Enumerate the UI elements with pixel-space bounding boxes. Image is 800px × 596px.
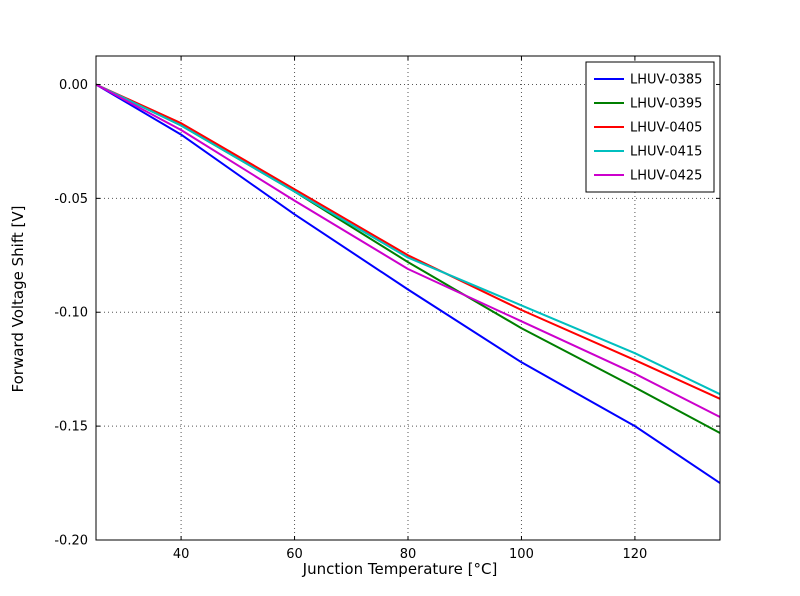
- y-tick-label: -0.15: [54, 420, 88, 435]
- y-tick-label: 0.00: [59, 78, 88, 93]
- y-axis-label: Forward Voltage Shift [V]: [9, 205, 27, 393]
- legend-label-LHUV-0415: LHUV-0415: [630, 145, 702, 160]
- x-axis-label: Junction Temperature [°C]: [302, 560, 498, 578]
- legend-label-LHUV-0425: LHUV-0425: [630, 169, 702, 184]
- legend-label-LHUV-0405: LHUV-0405: [630, 121, 702, 136]
- x-tick-label: 100: [509, 547, 534, 562]
- legend-label-LHUV-0395: LHUV-0395: [630, 97, 702, 112]
- series-line-LHUV-0405: [95, 83, 721, 400]
- series-line-LHUV-0425: [95, 83, 721, 418]
- x-tick-label: 40: [173, 547, 190, 562]
- series-line-LHUV-0385: [95, 83, 721, 484]
- y-tick-label: -0.10: [54, 306, 88, 321]
- x-tick-label: 120: [622, 547, 647, 562]
- y-tick-label: -0.05: [54, 192, 88, 207]
- x-tick-label: 60: [286, 547, 303, 562]
- x-tick-label: 80: [400, 547, 417, 562]
- legend-label-LHUV-0385: LHUV-0385: [630, 73, 702, 88]
- series-line-LHUV-0415: [95, 83, 721, 396]
- y-tick-label: -0.20: [54, 534, 88, 549]
